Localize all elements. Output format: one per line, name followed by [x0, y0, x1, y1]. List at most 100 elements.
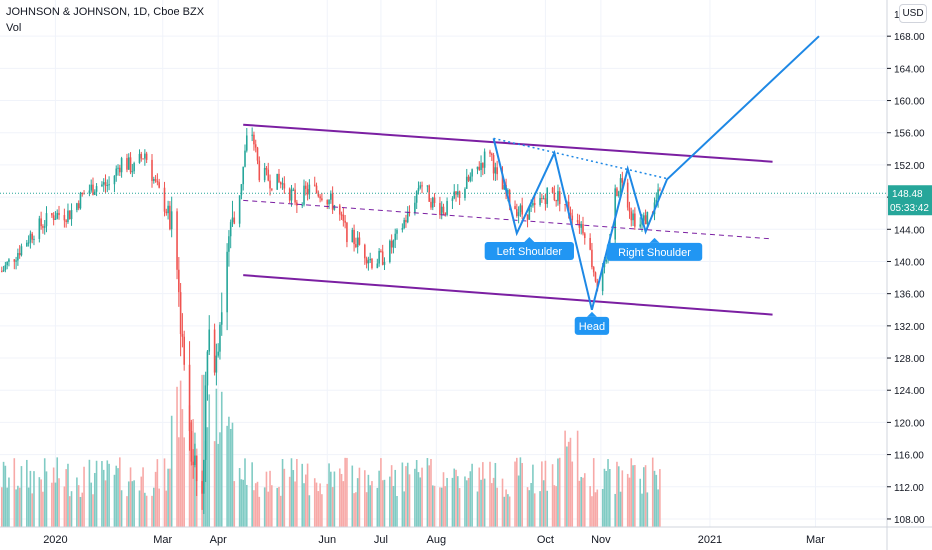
volume-bar [288, 476, 291, 527]
candle-body [18, 253, 21, 256]
volume-bar [229, 428, 232, 527]
candle-body [301, 204, 304, 206]
volume-bar [33, 471, 35, 527]
candle-body [380, 250, 382, 252]
volume-bar [469, 471, 472, 527]
volume-bar [653, 470, 656, 527]
candle-body [167, 205, 169, 214]
candle-body [215, 355, 218, 373]
candle-body [129, 157, 132, 173]
candle-body [383, 261, 386, 265]
candle-body [201, 481, 203, 494]
volume-bar [578, 480, 581, 527]
volume-bar [356, 478, 359, 527]
volume-bar [508, 496, 511, 527]
time-label: Aug [427, 534, 447, 546]
channel-upper-line [243, 123, 773, 163]
candle-body [603, 261, 606, 268]
candle-body [8, 259, 10, 262]
candle-body [228, 236, 230, 252]
volume-bar [93, 472, 96, 527]
candle-body [43, 226, 46, 228]
pattern-labels: Left Shoulder Head Right Shoulder [484, 237, 703, 335]
candle-body [542, 198, 545, 200]
candle-body [245, 135, 248, 151]
volume-bar [269, 470, 271, 527]
candle-body [70, 210, 73, 220]
volume-bar [31, 493, 33, 527]
volume-bar [151, 495, 153, 527]
volume-bar [8, 477, 10, 527]
candle-body [646, 211, 649, 225]
volume-bar [179, 380, 182, 527]
candle-body [405, 220, 407, 223]
volume-bar [303, 483, 305, 527]
candle-body [42, 226, 44, 228]
volume-bar [126, 496, 128, 527]
candle-body [40, 218, 42, 227]
volume-bar [206, 427, 209, 527]
volume-bar [453, 468, 456, 527]
volume-bar [271, 485, 273, 527]
volume-bar [457, 476, 459, 527]
candle-body [33, 238, 35, 240]
volume-bar [639, 478, 642, 527]
candle-body [108, 184, 110, 186]
volume-bar [127, 481, 130, 527]
volume-bar [40, 479, 42, 527]
volume-bar [655, 474, 658, 527]
volume-bar [539, 491, 541, 527]
candle-body [551, 187, 554, 194]
volume-bar [17, 485, 19, 527]
volume-bar [281, 459, 284, 527]
volume-bar [444, 486, 447, 527]
volume-bar [296, 459, 298, 527]
volume-bar [152, 487, 155, 527]
candle-body [496, 167, 498, 175]
candle-body [156, 180, 159, 183]
candle-body [480, 163, 482, 171]
volume-bar [145, 495, 148, 527]
candle-body [81, 192, 84, 194]
volume-bar [15, 489, 17, 527]
time-axis: 2020 Mar Apr Jun Jul Aug Oct Nov 2021 Mar [0, 526, 932, 546]
price-label: 140.00 [894, 257, 925, 268]
volume-bar [190, 422, 193, 527]
price-axis-bg [887, 0, 932, 550]
price-label-partial: 1 [894, 10, 900, 21]
candle-body [95, 186, 98, 192]
volume-bar [115, 465, 118, 527]
candle-body [426, 185, 429, 187]
candle-body [292, 189, 295, 191]
candle-body [605, 259, 608, 262]
currency-button[interactable]: USD [899, 4, 927, 23]
price-axis: 168.00164.00160.00156.00152.00148.00144.… [886, 0, 932, 550]
volume-bar [478, 467, 481, 527]
label-right-shoulder: Right Shoulder [606, 237, 703, 261]
volume-bar [528, 490, 531, 527]
price-label: 136.00 [894, 290, 925, 301]
candle-body [541, 197, 543, 199]
volume-bar [558, 457, 561, 527]
volume-bar [176, 386, 178, 527]
volume-bar [305, 474, 307, 527]
candle-body [26, 242, 28, 247]
volume-bar [428, 465, 430, 527]
volume-bar [219, 432, 221, 527]
candle-body [364, 244, 366, 259]
volume-bar [465, 480, 468, 527]
candle-body [632, 213, 634, 221]
candle-body [238, 195, 241, 224]
label-head: Head [574, 311, 610, 335]
volume-bar [507, 494, 509, 527]
volume-bar [355, 492, 357, 527]
candle-body [106, 185, 109, 187]
candle-body [213, 329, 216, 373]
candle-body [467, 176, 470, 181]
candle-body [564, 204, 566, 206]
volume-bar [626, 473, 629, 527]
volume-bar [505, 489, 507, 527]
time-label: Jun [318, 534, 336, 546]
candle-body [13, 259, 16, 262]
